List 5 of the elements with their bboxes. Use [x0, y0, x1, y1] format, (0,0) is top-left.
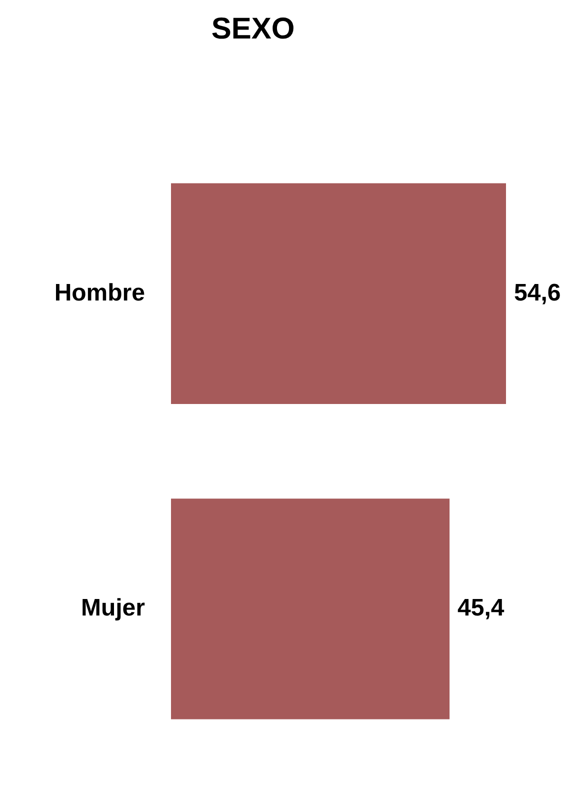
y-tick-label: Mujer [80, 594, 145, 622]
chart-title: SEXO [211, 12, 295, 46]
data-label: 54,6 [514, 279, 561, 306]
data-label: 45,4 [458, 594, 505, 622]
y-tick-label: Hombre [54, 279, 145, 306]
